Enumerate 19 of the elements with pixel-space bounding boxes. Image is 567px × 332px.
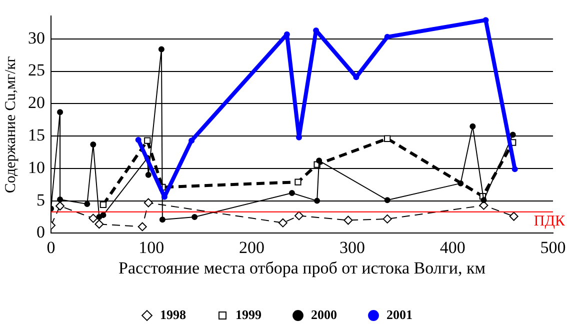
x-tick-label: 300 [339, 238, 365, 257]
y-axis-title: Содержание Cu,мг/кг [2, 56, 19, 194]
y-tick-label: 15 [28, 126, 45, 145]
y-tick-label: 10 [28, 158, 45, 177]
legend-label: 1998 [160, 306, 186, 322]
legend-label: 2000 [311, 306, 337, 322]
y-tick-label: 30 [28, 28, 45, 48]
x-axis-title: Расстояние места отбора проб от истока Волги, км [118, 258, 486, 278]
y-tick-label: 5 [36, 190, 45, 210]
x-tick-label: 200 [239, 238, 265, 257]
y-tick-label: 0 [36, 222, 45, 242]
ref-line-label: ПДК [534, 213, 566, 230]
x-tick-label: 400 [440, 238, 466, 257]
y-tick-label: 25 [28, 60, 45, 80]
y-tick-label: 20 [28, 93, 45, 112]
legend-label: 1999 [236, 306, 262, 322]
legend-label: 2001 [386, 306, 412, 322]
x-tick-label: 500 [540, 238, 566, 257]
x-tick-label: 100 [138, 238, 164, 257]
